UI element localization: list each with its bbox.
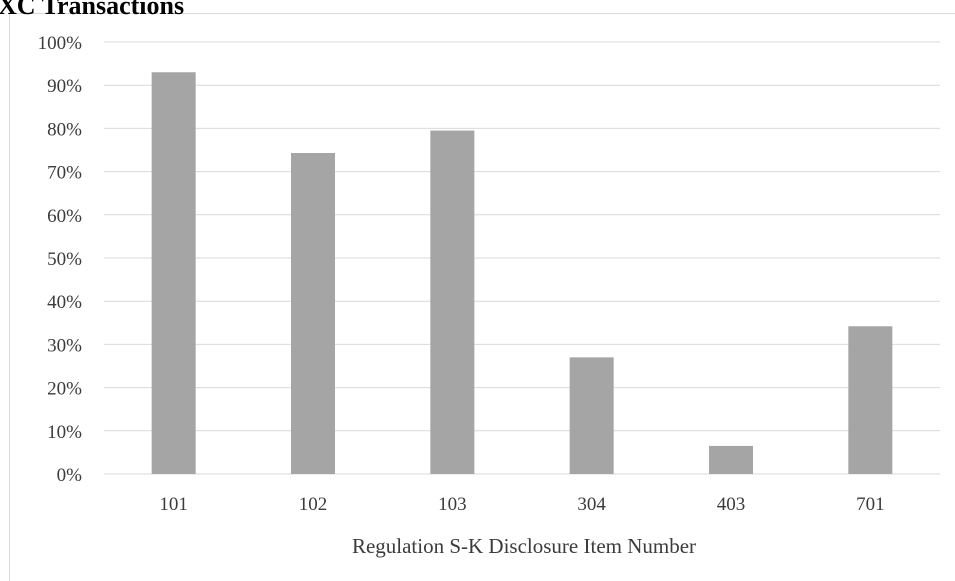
y-tick-label: 90% [47, 76, 82, 97]
y-tick-label: 10% [47, 422, 82, 443]
y-tick-label: 0% [57, 465, 83, 486]
x-axis-ticks: 101 102 103 304 403 701 [159, 494, 884, 515]
x-tick-label: 103 [438, 494, 467, 515]
bar-701 [848, 326, 893, 474]
bar-304 [569, 357, 614, 474]
y-tick-label: 80% [47, 119, 82, 140]
chart-title: XC Transactions [0, 0, 185, 20]
chart-frame [9, 13, 955, 581]
x-tick-label: 101 [159, 494, 188, 515]
bar-103 [430, 130, 475, 474]
bar-101 [151, 72, 196, 475]
x-tick-label: 701 [856, 494, 885, 515]
y-tick-label: 20% [47, 379, 82, 400]
y-tick-label: 50% [47, 249, 82, 270]
x-tick-label: 403 [717, 494, 746, 515]
x-tick-label: 304 [577, 494, 606, 515]
y-tick-label: 40% [47, 292, 82, 313]
bar-102 [291, 153, 335, 475]
y-tick-label: 60% [47, 206, 82, 227]
y-tick-label: 30% [47, 335, 82, 356]
y-tick-label: 100% [38, 33, 83, 54]
gridlines [104, 41, 940, 475]
x-tick-label: 102 [299, 494, 328, 515]
y-tick-label: 70% [47, 163, 82, 184]
bar-403 [709, 445, 753, 474]
y-axis-ticks: 0% 10% 20% 30% 40% 50% 60% 70% 80% 90% 100% [38, 33, 83, 486]
bars [151, 72, 893, 475]
x-axis-title: Regulation S-K Disclosure Item Number [352, 534, 696, 558]
